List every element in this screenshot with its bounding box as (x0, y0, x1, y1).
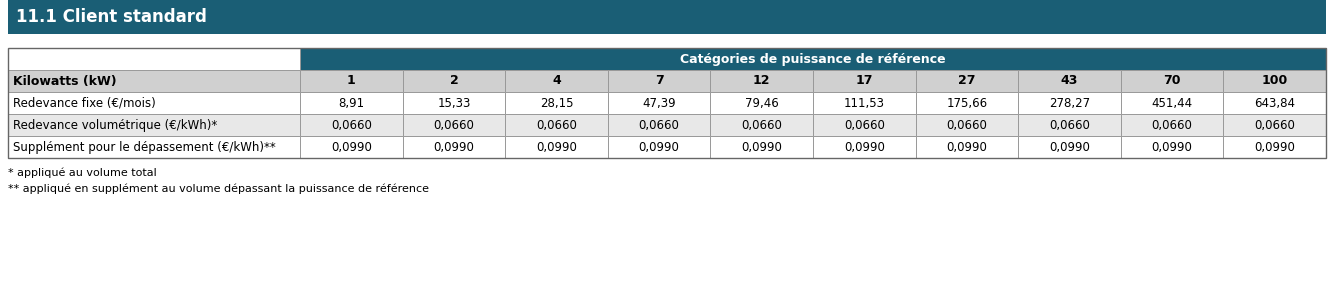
Text: 0,0660: 0,0660 (639, 119, 679, 131)
Bar (915, 92, 1018, 114)
Text: 0,0990: 0,0990 (434, 140, 475, 154)
Text: 0,0660: 0,0660 (434, 119, 475, 131)
Text: ** appliqué en supplément au volume dépassant la puissance de référence: ** appliqué en supplément au volume dépa… (8, 184, 430, 194)
Bar (403, 92, 506, 114)
Bar (8, 92, 300, 114)
Text: 643,84: 643,84 (1254, 96, 1295, 110)
Bar (1223, 92, 1326, 114)
Text: 0,0660: 0,0660 (742, 119, 782, 131)
Text: 11.1 Client standard: 11.1 Client standard (16, 8, 207, 26)
Bar (915, 70, 1018, 92)
Text: 8,91: 8,91 (339, 96, 364, 110)
Bar (1223, 136, 1326, 158)
Text: 0,0990: 0,0990 (1151, 140, 1193, 154)
Text: Redevance fixe (€/mois): Redevance fixe (€/mois) (13, 96, 156, 110)
Bar (812, 114, 915, 136)
Text: 0,0990: 0,0990 (536, 140, 576, 154)
Bar (812, 70, 915, 92)
Text: 0,0990: 0,0990 (844, 140, 884, 154)
Text: 79,46: 79,46 (744, 96, 779, 110)
Text: 70: 70 (1163, 74, 1181, 88)
Text: 278,27: 278,27 (1049, 96, 1090, 110)
Text: 0,0990: 0,0990 (946, 140, 987, 154)
Bar (300, 92, 403, 114)
Text: * appliqué au volume total: * appliqué au volume total (8, 168, 157, 178)
Bar (1018, 70, 1121, 92)
Bar (300, 136, 403, 158)
Bar (608, 136, 711, 158)
Text: 7: 7 (655, 74, 663, 88)
Bar (812, 92, 915, 114)
Text: 47,39: 47,39 (642, 96, 676, 110)
Text: 0,0990: 0,0990 (1049, 140, 1090, 154)
Text: 0,0660: 0,0660 (1049, 119, 1090, 131)
Bar (8, 70, 300, 92)
Text: 0,0660: 0,0660 (1254, 119, 1295, 131)
Bar (1121, 92, 1223, 114)
Text: 111,53: 111,53 (844, 96, 884, 110)
Text: 0,0990: 0,0990 (331, 140, 372, 154)
Bar (8, 114, 300, 136)
Bar (1018, 136, 1121, 158)
Bar (711, 136, 812, 158)
Bar (1223, 70, 1326, 92)
Bar (608, 114, 711, 136)
Bar (506, 92, 608, 114)
Bar (711, 114, 812, 136)
Bar (915, 136, 1018, 158)
Bar (403, 114, 506, 136)
Bar (1018, 114, 1121, 136)
Text: 0,0660: 0,0660 (844, 119, 884, 131)
Bar (1121, 114, 1223, 136)
Bar (506, 114, 608, 136)
Bar (8, 48, 1326, 158)
Bar (1121, 136, 1223, 158)
Bar (1018, 92, 1121, 114)
Text: 100: 100 (1262, 74, 1287, 88)
Bar (608, 70, 711, 92)
Text: 0,0990: 0,0990 (639, 140, 679, 154)
Text: 0,0660: 0,0660 (946, 119, 987, 131)
Text: 175,66: 175,66 (946, 96, 987, 110)
Bar (8, 0, 1326, 34)
Text: 0,0660: 0,0660 (1151, 119, 1193, 131)
Bar (711, 70, 812, 92)
Text: 27: 27 (958, 74, 975, 88)
Text: 28,15: 28,15 (540, 96, 574, 110)
Text: 17: 17 (855, 74, 872, 88)
Text: Kilowatts (kW): Kilowatts (kW) (13, 74, 116, 88)
Text: 0,0990: 0,0990 (742, 140, 782, 154)
Bar (8, 136, 300, 158)
Text: 451,44: 451,44 (1151, 96, 1193, 110)
Bar (608, 92, 711, 114)
Bar (711, 92, 812, 114)
Text: Redevance volumétrique (€/kWh)*: Redevance volumétrique (€/kWh)* (13, 119, 217, 131)
Bar (812, 136, 915, 158)
Bar (300, 114, 403, 136)
Bar (1223, 114, 1326, 136)
Text: 0,0660: 0,0660 (536, 119, 576, 131)
Text: 1: 1 (347, 74, 356, 88)
Bar (403, 136, 506, 158)
Text: 0,0990: 0,0990 (1254, 140, 1295, 154)
Bar (300, 70, 403, 92)
Text: Catégories de puissance de référence: Catégories de puissance de référence (680, 53, 946, 65)
Text: 15,33: 15,33 (438, 96, 471, 110)
Text: 43: 43 (1061, 74, 1078, 88)
Bar (1121, 70, 1223, 92)
Text: Supplément pour le dépassement (€/kWh)**: Supplément pour le dépassement (€/kWh)** (13, 140, 276, 154)
Bar (915, 114, 1018, 136)
Text: 12: 12 (752, 74, 771, 88)
Bar (403, 70, 506, 92)
Text: 4: 4 (552, 74, 560, 88)
Bar (506, 136, 608, 158)
Text: 0,0660: 0,0660 (331, 119, 372, 131)
Text: 2: 2 (450, 74, 459, 88)
Bar (506, 70, 608, 92)
Bar (300, 48, 1326, 70)
